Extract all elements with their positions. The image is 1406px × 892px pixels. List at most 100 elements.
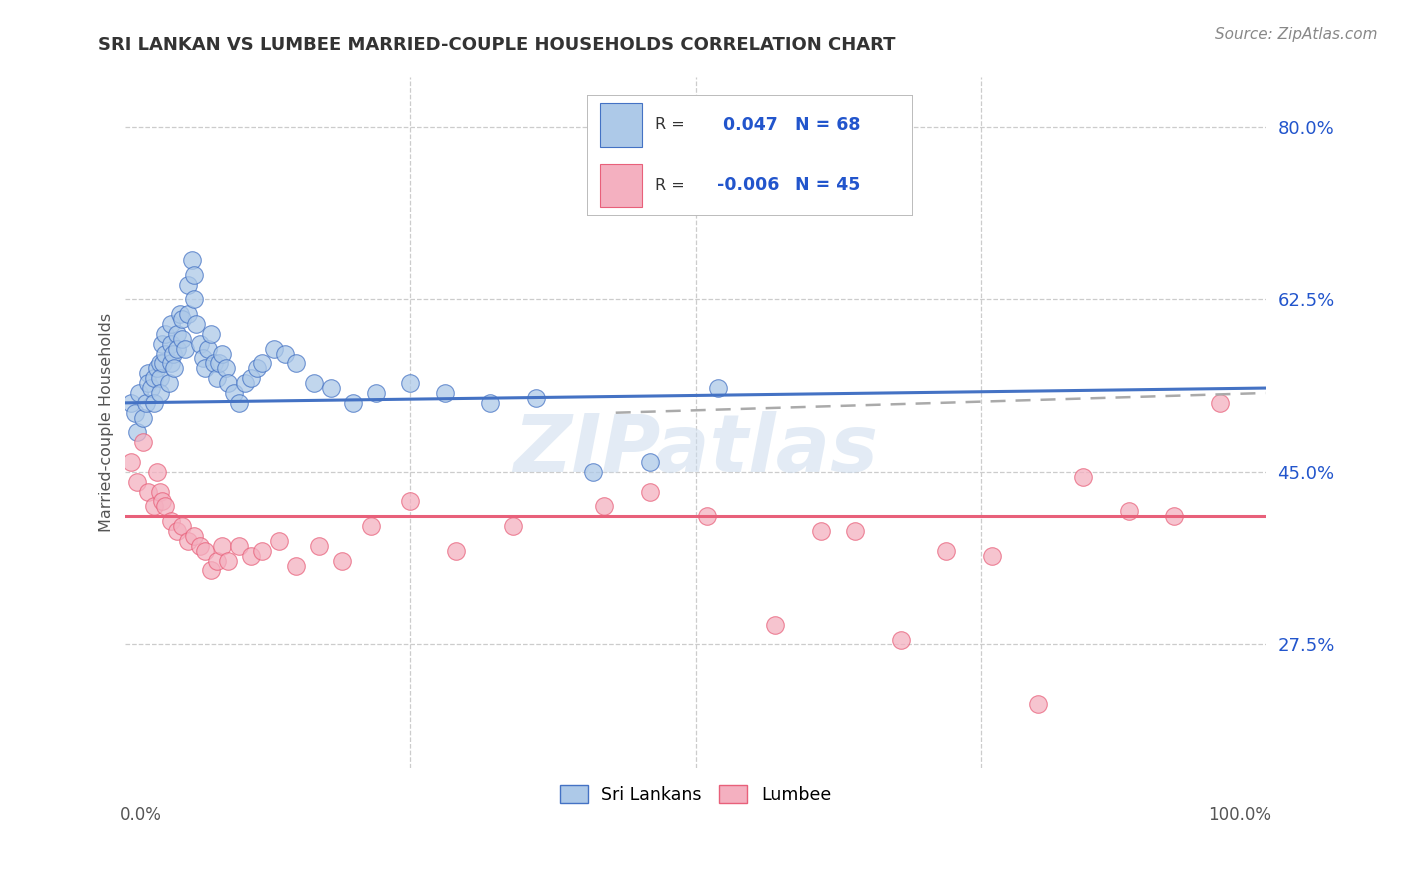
Legend: Sri Lankans, Lumbee: Sri Lankans, Lumbee bbox=[553, 778, 838, 811]
Point bbox=[166, 524, 188, 538]
Text: ZIPatlas: ZIPatlas bbox=[513, 411, 877, 489]
Point bbox=[149, 356, 172, 370]
Point bbox=[239, 549, 262, 563]
Text: Source: ZipAtlas.com: Source: ZipAtlas.com bbox=[1215, 27, 1378, 42]
Point bbox=[200, 326, 222, 341]
Point bbox=[183, 268, 205, 282]
Point bbox=[136, 376, 159, 391]
Point bbox=[211, 539, 233, 553]
Point bbox=[183, 293, 205, 307]
Point bbox=[205, 371, 228, 385]
Point bbox=[124, 406, 146, 420]
Point bbox=[593, 500, 616, 514]
Point bbox=[169, 307, 191, 321]
Point bbox=[172, 312, 194, 326]
Point bbox=[135, 396, 157, 410]
Point bbox=[120, 396, 142, 410]
Point bbox=[150, 336, 173, 351]
Point bbox=[399, 376, 422, 391]
Point bbox=[890, 632, 912, 647]
Point bbox=[638, 455, 661, 469]
Point bbox=[233, 376, 256, 391]
Point bbox=[177, 277, 200, 292]
Point bbox=[155, 500, 177, 514]
Point bbox=[1118, 504, 1140, 518]
Point bbox=[188, 336, 211, 351]
Point bbox=[245, 361, 267, 376]
Point bbox=[160, 514, 183, 528]
Point bbox=[228, 539, 250, 553]
Point bbox=[177, 307, 200, 321]
Point bbox=[143, 500, 166, 514]
Point bbox=[269, 533, 291, 548]
Point bbox=[844, 524, 866, 538]
Point bbox=[211, 346, 233, 360]
Point bbox=[217, 376, 239, 391]
Point bbox=[1163, 509, 1185, 524]
Text: 100.0%: 100.0% bbox=[1208, 805, 1271, 823]
Point bbox=[160, 356, 183, 370]
Point bbox=[342, 396, 364, 410]
Point bbox=[143, 396, 166, 410]
Point bbox=[582, 465, 605, 479]
Point bbox=[186, 317, 208, 331]
Point bbox=[302, 376, 325, 391]
Point bbox=[360, 519, 382, 533]
Point bbox=[166, 342, 188, 356]
Point bbox=[188, 539, 211, 553]
Point bbox=[149, 484, 172, 499]
Point bbox=[202, 356, 225, 370]
Point bbox=[319, 381, 342, 395]
Point bbox=[285, 356, 308, 370]
Point bbox=[239, 371, 262, 385]
Point bbox=[696, 509, 718, 524]
Point bbox=[208, 356, 231, 370]
Point bbox=[152, 356, 174, 370]
Point bbox=[228, 396, 250, 410]
Point bbox=[177, 533, 200, 548]
Point bbox=[136, 366, 159, 380]
Point bbox=[191, 351, 214, 366]
Point bbox=[222, 386, 245, 401]
Point bbox=[215, 361, 238, 376]
Point bbox=[149, 386, 172, 401]
Point bbox=[143, 371, 166, 385]
Point bbox=[180, 252, 202, 267]
Point bbox=[125, 425, 148, 440]
Point bbox=[935, 543, 957, 558]
Point bbox=[155, 346, 177, 360]
Point bbox=[1026, 697, 1049, 711]
Point bbox=[200, 564, 222, 578]
Point bbox=[763, 617, 786, 632]
Point bbox=[330, 554, 353, 568]
Point bbox=[308, 539, 330, 553]
Point bbox=[131, 410, 153, 425]
Point bbox=[194, 361, 217, 376]
Point bbox=[194, 543, 217, 558]
Point bbox=[433, 386, 456, 401]
Point bbox=[707, 381, 730, 395]
Point bbox=[160, 317, 183, 331]
Y-axis label: Married-couple Households: Married-couple Households bbox=[100, 313, 114, 533]
Point bbox=[479, 396, 502, 410]
Point bbox=[1071, 470, 1094, 484]
Point bbox=[146, 465, 169, 479]
Point bbox=[444, 543, 467, 558]
Point bbox=[150, 494, 173, 508]
Point bbox=[399, 494, 422, 508]
Point bbox=[981, 549, 1004, 563]
Point bbox=[183, 529, 205, 543]
Point bbox=[810, 524, 832, 538]
Point bbox=[638, 484, 661, 499]
Point bbox=[205, 554, 228, 568]
Point bbox=[157, 376, 180, 391]
Point bbox=[252, 543, 274, 558]
Point bbox=[146, 361, 169, 376]
Point bbox=[136, 484, 159, 499]
Point bbox=[120, 455, 142, 469]
Point bbox=[149, 371, 172, 385]
Point bbox=[172, 519, 194, 533]
Point bbox=[217, 554, 239, 568]
Text: SRI LANKAN VS LUMBEE MARRIED-COUPLE HOUSEHOLDS CORRELATION CHART: SRI LANKAN VS LUMBEE MARRIED-COUPLE HOUS… bbox=[98, 36, 896, 54]
Point bbox=[172, 332, 194, 346]
